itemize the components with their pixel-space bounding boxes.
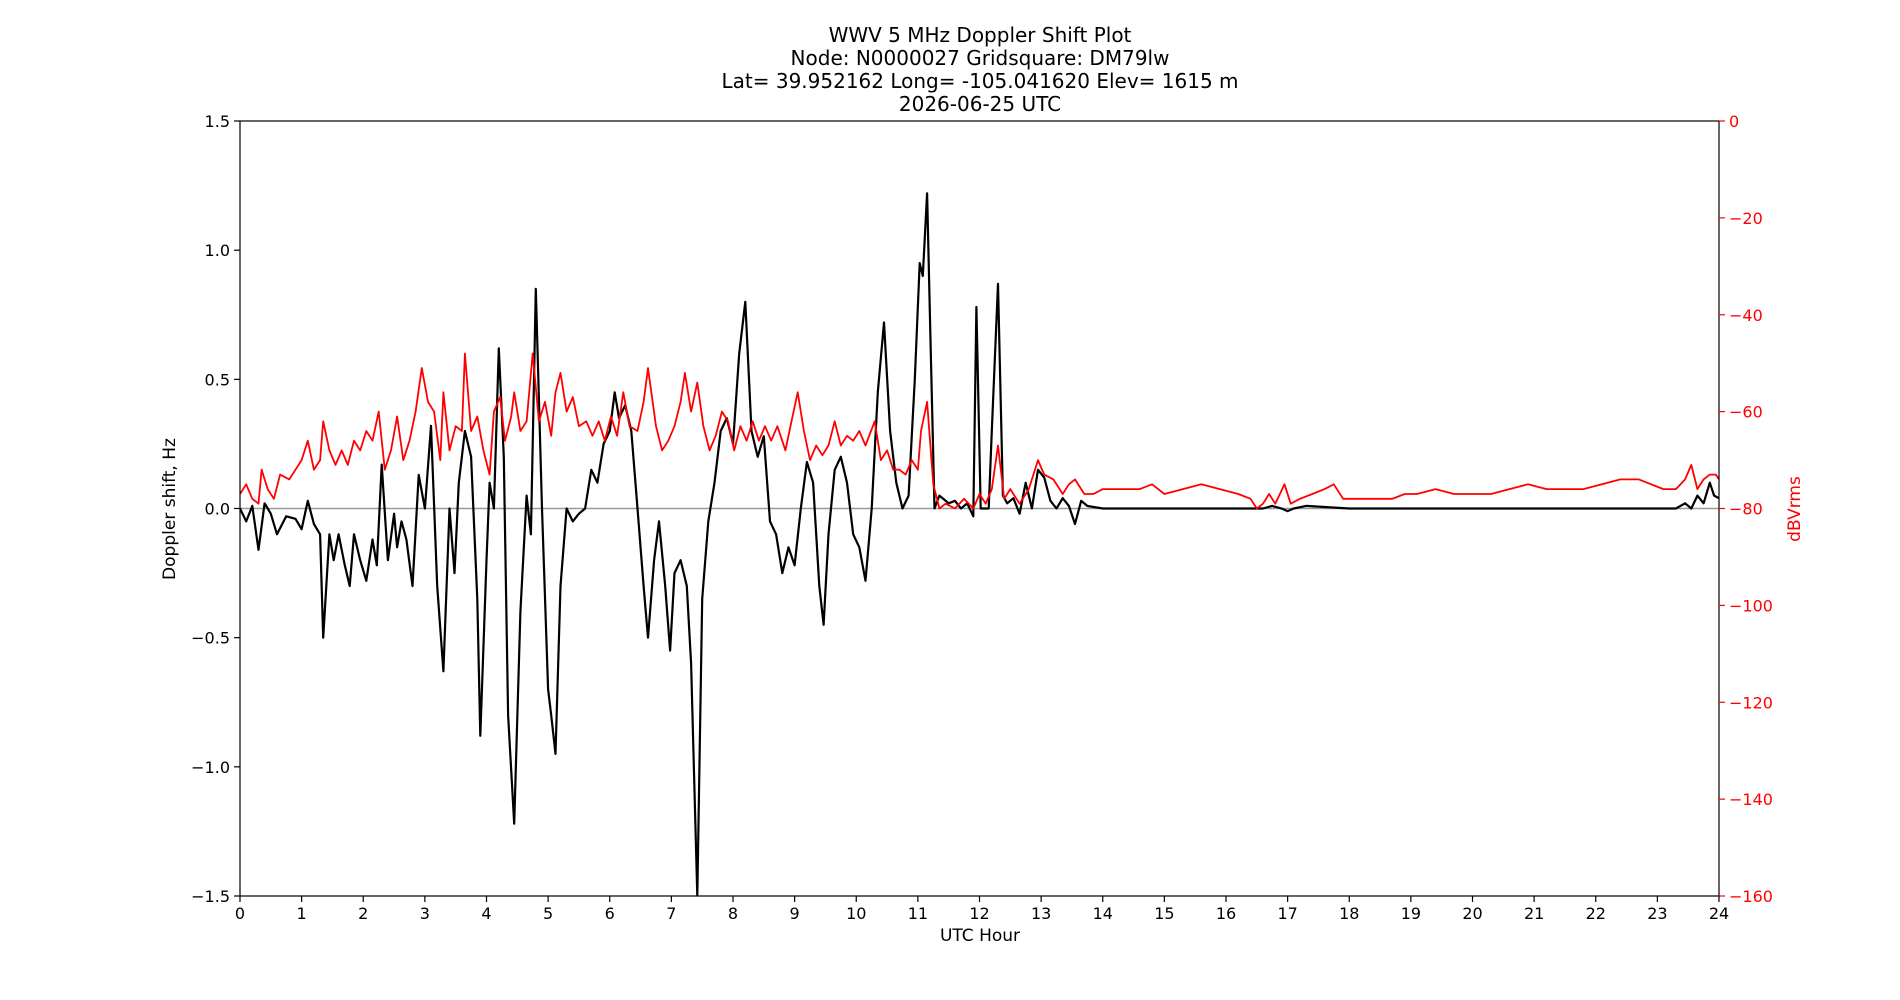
x-tick-label: 20 bbox=[1462, 904, 1482, 923]
right-axis: 0 −20 −40 −60 −80 −100 −120 −140 −160 bbox=[1719, 112, 1773, 906]
y-right-tick-label: −40 bbox=[1729, 306, 1763, 325]
y-tick-label: 0.5 bbox=[205, 370, 230, 389]
y-right-tick-label: −100 bbox=[1729, 596, 1773, 615]
power-series-line bbox=[240, 352, 1719, 510]
x-tick-label: 19 bbox=[1401, 904, 1421, 923]
y-tick-label: −1.5 bbox=[191, 887, 230, 906]
x-tick-label: 16 bbox=[1216, 904, 1236, 923]
x-tick-label: 13 bbox=[1031, 904, 1051, 923]
title-line-3: Lat= 39.952162 Long= -105.041620 Elev= 1… bbox=[721, 69, 1238, 93]
x-tick-label: 12 bbox=[969, 904, 989, 923]
x-tick-label: 10 bbox=[846, 904, 866, 923]
x-tick-label: 22 bbox=[1586, 904, 1606, 923]
x-tick-label: 8 bbox=[728, 904, 738, 923]
y-right-tick-label: −80 bbox=[1729, 500, 1763, 519]
x-axis-label: UTC Hour bbox=[940, 926, 1020, 946]
y-tick-label: 0.0 bbox=[205, 500, 230, 519]
x-tick-label: 24 bbox=[1709, 904, 1729, 923]
y-axis-right-label: dBVrms bbox=[1785, 476, 1805, 542]
x-tick-label: 4 bbox=[481, 904, 491, 923]
chart-title: WWV 5 MHz Doppler Shift Plot Node: N0000… bbox=[721, 23, 1238, 116]
x-tick-label: 11 bbox=[908, 904, 928, 923]
x-tick-label: 21 bbox=[1524, 904, 1544, 923]
y-axis-label: Doppler shift, Hz bbox=[160, 438, 180, 580]
x-tick-label: 18 bbox=[1339, 904, 1359, 923]
left-axis: 1.5 1.0 0.5 0.0 −0.5 −1.0 −1.5 bbox=[191, 112, 240, 906]
x-tick-label: 23 bbox=[1647, 904, 1667, 923]
doppler-series-line bbox=[240, 192, 1719, 896]
y-tick-label: −1.0 bbox=[191, 758, 230, 777]
x-tick-label: 15 bbox=[1154, 904, 1174, 923]
x-tick-label: 7 bbox=[666, 904, 676, 923]
title-line-4: 2026-06-25 UTC bbox=[899, 92, 1061, 116]
y-right-tick-label: −160 bbox=[1729, 887, 1773, 906]
x-axis: 0 1 2 3 4 5 6 7 8 9 10 11 12 13 14 15 16 17 18 19 20 21 22 23 24 bbox=[235, 896, 1729, 923]
y-right-tick-label: 0 bbox=[1729, 112, 1739, 131]
y-tick-label: 1.5 bbox=[205, 112, 230, 131]
y-right-tick-label: −60 bbox=[1729, 403, 1763, 422]
x-tick-label: 5 bbox=[543, 904, 553, 923]
y-tick-label: −0.5 bbox=[191, 629, 230, 648]
x-tick-label: 0 bbox=[235, 904, 245, 923]
x-tick-label: 6 bbox=[605, 904, 615, 923]
x-tick-label: 14 bbox=[1093, 904, 1113, 923]
x-tick-label: 9 bbox=[790, 904, 800, 923]
y-right-tick-label: −120 bbox=[1729, 693, 1773, 712]
y-tick-label: 1.0 bbox=[205, 241, 230, 260]
x-tick-label: 3 bbox=[420, 904, 430, 923]
x-tick-label: 1 bbox=[297, 904, 307, 923]
y-right-tick-label: −20 bbox=[1729, 209, 1763, 228]
x-tick-label: 17 bbox=[1277, 904, 1297, 923]
title-line-2: Node: N0000027 Gridsquare: DM79lw bbox=[791, 46, 1170, 70]
plot-area bbox=[239, 120, 1720, 897]
y-right-tick-label: −140 bbox=[1729, 790, 1773, 809]
title-line-1: WWV 5 MHz Doppler Shift Plot bbox=[829, 23, 1132, 47]
x-tick-label: 2 bbox=[358, 904, 368, 923]
